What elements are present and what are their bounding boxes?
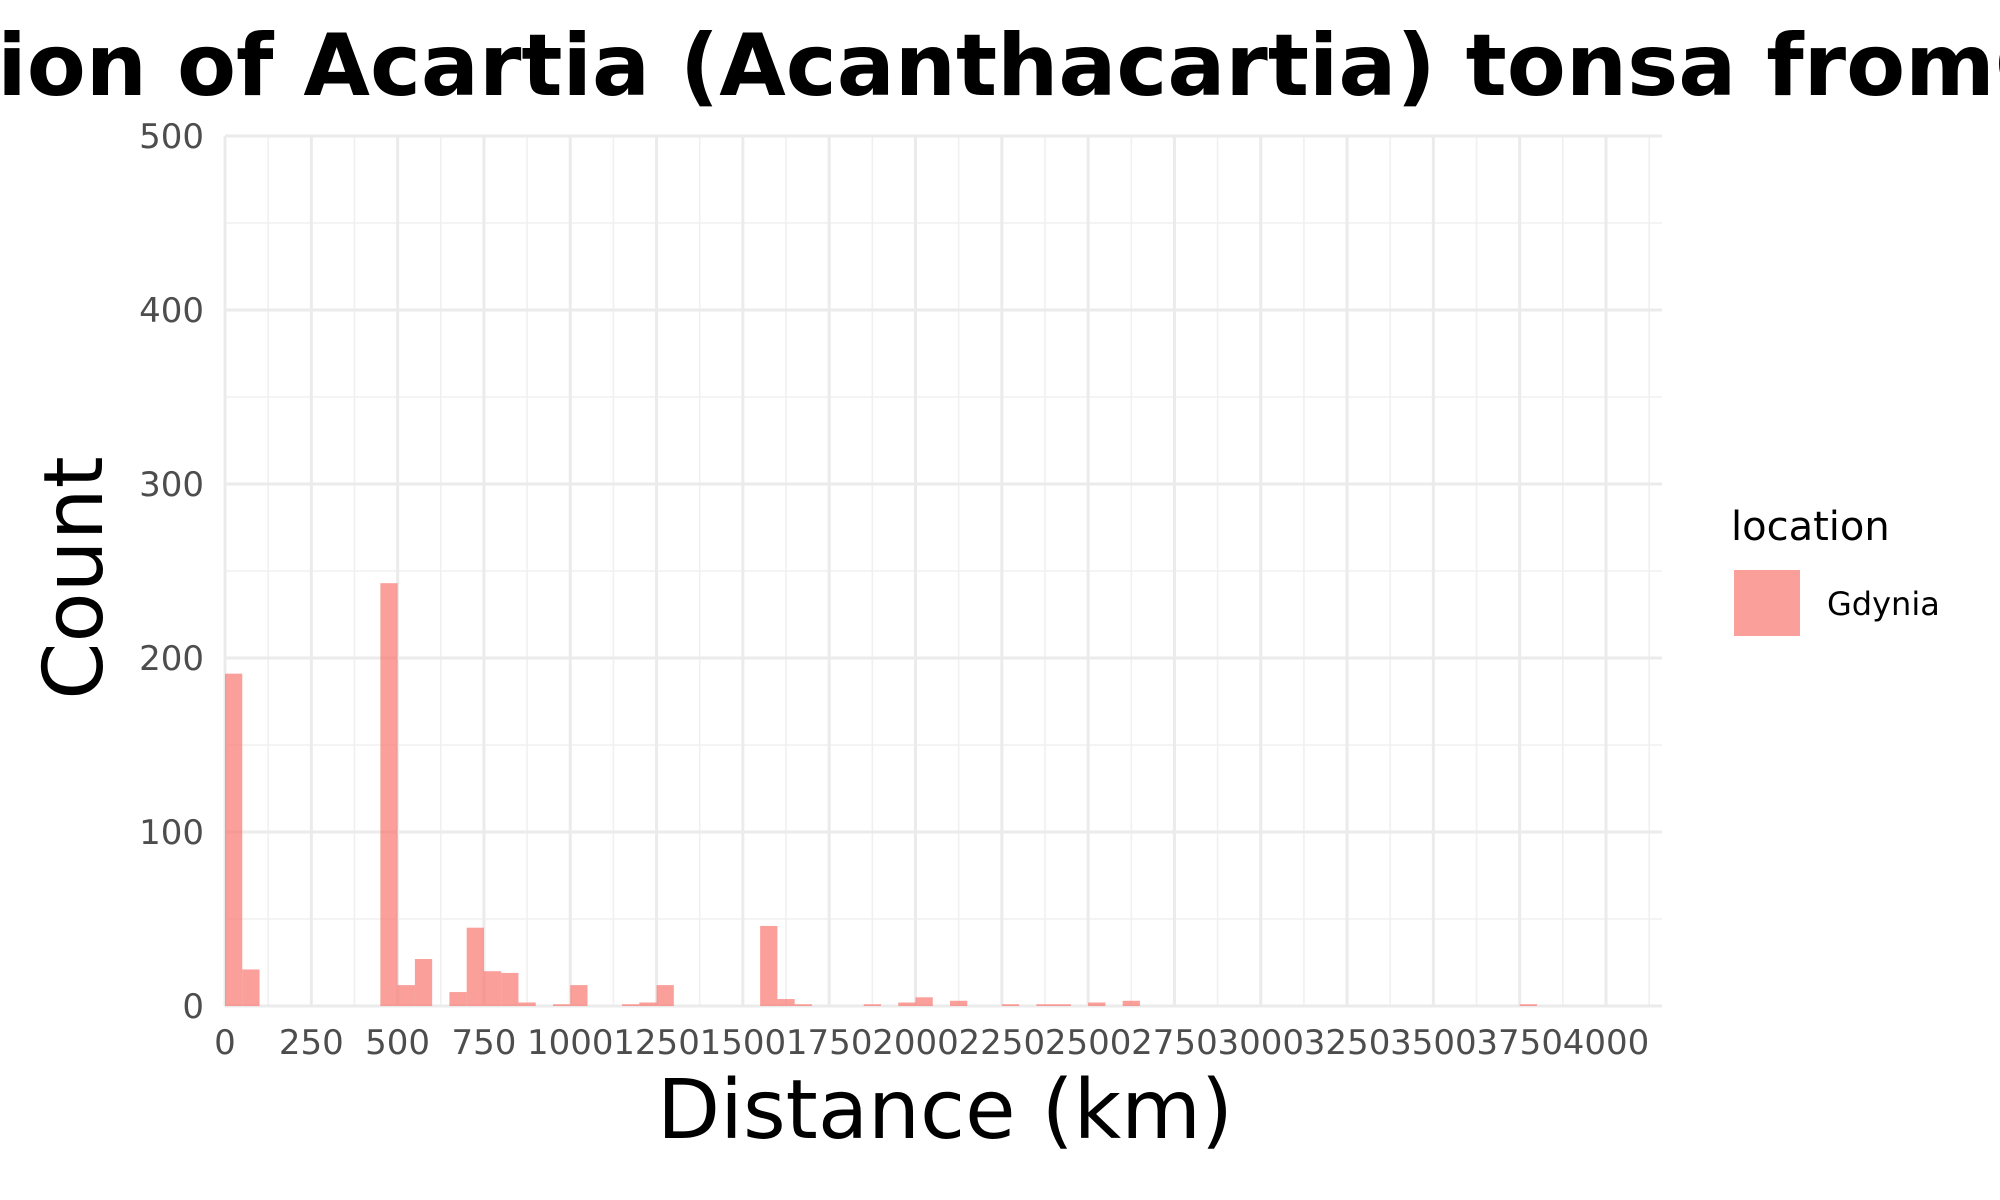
x-tick-label: 1750 (786, 1023, 873, 1063)
x-tick-label: 500 (365, 1023, 430, 1063)
x-tick-label: 3750 (1476, 1023, 1563, 1063)
histogram-bar (622, 1004, 640, 1006)
x-tick-label: 2500 (1045, 1023, 1132, 1063)
histogram-bar (449, 992, 467, 1006)
x-axis-ticks: 0 250 500 750 1000 1250 1500 1750 2000 2250 2500 27… (214, 1023, 1649, 1063)
x-tick-label: 2000 (872, 1023, 959, 1063)
x-tick-label: 4000 (1563, 1023, 1650, 1063)
x-tick-label: 250 (279, 1023, 344, 1063)
x-tick-label: 0 (214, 1023, 236, 1063)
histogram-bar (242, 969, 260, 1006)
y-tick-label: 400 (139, 291, 204, 331)
histogram-bar (380, 583, 398, 1006)
x-tick-label: 3000 (1217, 1023, 1304, 1063)
histogram-bar (794, 1004, 812, 1006)
histogram-bar (656, 985, 674, 1006)
y-tick-label: 0 (182, 987, 204, 1027)
histogram-bar (1036, 1004, 1054, 1006)
histogram-bar (760, 925, 778, 1006)
legend: location Gdynia (1731, 504, 1940, 636)
y-axis-ticks: 0 100 200 300 400 500 (139, 117, 204, 1027)
x-tick-label: 1000 (527, 1023, 614, 1063)
histogram-bar (950, 1000, 968, 1006)
histogram-bar (863, 1004, 881, 1006)
y-axis-title: Count (27, 456, 122, 700)
legend-label-gdynia: Gdynia (1827, 585, 1940, 623)
histogram-bar (915, 997, 933, 1006)
histogram-bar (518, 1002, 536, 1006)
legend-key-gdynia (1734, 570, 1800, 636)
legend-title: location (1731, 504, 1890, 550)
histogram-bar (570, 985, 588, 1006)
histogram-bar (552, 1004, 571, 1006)
y-tick-label: 300 (139, 465, 204, 505)
histogram-bar (414, 959, 433, 1006)
histogram-bar (1088, 1002, 1106, 1006)
x-tick-label: 2750 (1131, 1023, 1218, 1063)
histogram-bar (1519, 1004, 1537, 1006)
x-axis-title: Distance (km) (657, 1063, 1233, 1158)
histogram-bar (1053, 1004, 1071, 1006)
histogram-bar (1122, 1000, 1140, 1006)
x-tick-label: 750 (451, 1023, 516, 1063)
histogram-bar (466, 927, 484, 1006)
y-tick-label: 100 (139, 813, 204, 853)
histogram-bar (397, 985, 415, 1006)
histogram-bar (1001, 1004, 1020, 1006)
minor-gridlines (225, 136, 1662, 1006)
histogram-bar (898, 1002, 916, 1006)
y-tick-label: 200 (139, 639, 204, 679)
y-tick-label: 500 (139, 117, 204, 157)
histogram-bar (777, 999, 795, 1006)
histogram-bar (225, 673, 243, 1006)
x-tick-label: 3250 (1304, 1023, 1391, 1063)
histogram-bar (501, 972, 519, 1006)
histogram-bar (639, 1002, 657, 1006)
chart-title: Distribution of Acartia (Acanthacartia) … (0, 16, 2000, 116)
histogram-bars (225, 583, 1537, 1006)
x-tick-label: 1500 (700, 1023, 787, 1063)
x-tick-label: 1250 (613, 1023, 700, 1063)
histogram-bar (483, 971, 502, 1006)
x-tick-label: 2250 (959, 1023, 1046, 1063)
x-tick-label: 3500 (1390, 1023, 1477, 1063)
